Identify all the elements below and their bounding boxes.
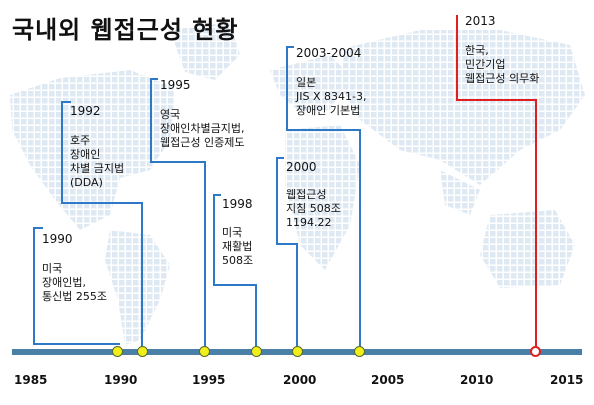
connector-hook-2003 <box>286 46 294 48</box>
connector-base-2013 <box>456 99 537 101</box>
event-text-1995: 영국 장애인차별금지법, 웹접근성 인증제도 <box>160 108 245 149</box>
event-year-1995: 1995 <box>160 78 191 92</box>
axis-tick-2010: 2010 <box>460 373 494 387</box>
timeline-marker-2003 <box>354 346 365 357</box>
event-text-2013: 한국, 민간기업 웹접근성 의무화 <box>465 44 540 85</box>
connector-stem-1995 <box>150 78 152 163</box>
axis-tick-2015: 2015 <box>550 373 584 387</box>
connector-stem-1998 <box>213 194 215 286</box>
connector-base-2000 <box>276 243 298 245</box>
timeline-marker-2013 <box>530 346 541 357</box>
event-year-2003-2004: 2003-2004 <box>296 46 362 60</box>
event-text-2003-2004: 일본 JIS X 8341-3, 장애인 기본법 <box>296 76 367 117</box>
event-text-1992: 호주 장애인 차별 금지법 (DDA) <box>70 134 125 189</box>
connector-stem-2003 <box>286 46 288 131</box>
page-title: 국내외 웹접근성 현황 <box>12 16 239 44</box>
event-year-1990: 1990 <box>42 232 73 246</box>
connector-hook-1992 <box>61 101 71 103</box>
connector-drop-2003 <box>359 129 361 351</box>
event-text-1998: 미국 재활법 508조 <box>222 226 254 267</box>
event-text-1990: 미국 장애인법, 통신법 255조 <box>42 262 107 303</box>
connector-base-1992 <box>61 202 143 204</box>
timeline-marker-2000 <box>292 346 303 357</box>
connector-drop-1995 <box>204 161 206 351</box>
timeline-marker-1992 <box>137 346 148 357</box>
event-year-1998: 1998 <box>222 197 253 211</box>
connector-base-2003 <box>286 129 361 131</box>
connector-hook-1995 <box>150 78 158 80</box>
connector-drop-2000 <box>296 243 298 351</box>
event-year-2000: 2000 <box>286 160 317 174</box>
connector-stem-2013 <box>456 15 458 101</box>
connector-base-1998 <box>213 284 257 286</box>
connector-base-1990 <box>33 343 120 345</box>
event-year-2013: 2013 <box>465 14 496 28</box>
connector-hook-1990 <box>33 227 43 229</box>
event-year-1992: 1992 <box>70 104 101 118</box>
connector-stem-1992 <box>61 101 63 204</box>
connector-drop-1998 <box>255 284 257 351</box>
axis-tick-1985: 1985 <box>14 373 48 387</box>
connector-stem-2000 <box>276 157 278 245</box>
axis-tick-1990: 1990 <box>104 373 138 387</box>
connector-hook-1998 <box>213 194 221 196</box>
event-text-2000: 웹접근성 지침 508조 1194.22 <box>286 188 341 229</box>
connector-hook-2000 <box>276 157 284 159</box>
connector-base-1995 <box>150 161 206 163</box>
timeline-marker-1990 <box>112 346 123 357</box>
axis-tick-1995: 1995 <box>192 373 226 387</box>
axis-tick-2005: 2005 <box>371 373 405 387</box>
axis-tick-2000: 2000 <box>283 373 317 387</box>
timeline-marker-1995 <box>199 346 210 357</box>
connector-stem-1990 <box>33 227 35 343</box>
connector-drop-1992 <box>141 202 143 351</box>
timeline-marker-1998 <box>251 346 262 357</box>
connector-drop-2013 <box>535 99 537 351</box>
